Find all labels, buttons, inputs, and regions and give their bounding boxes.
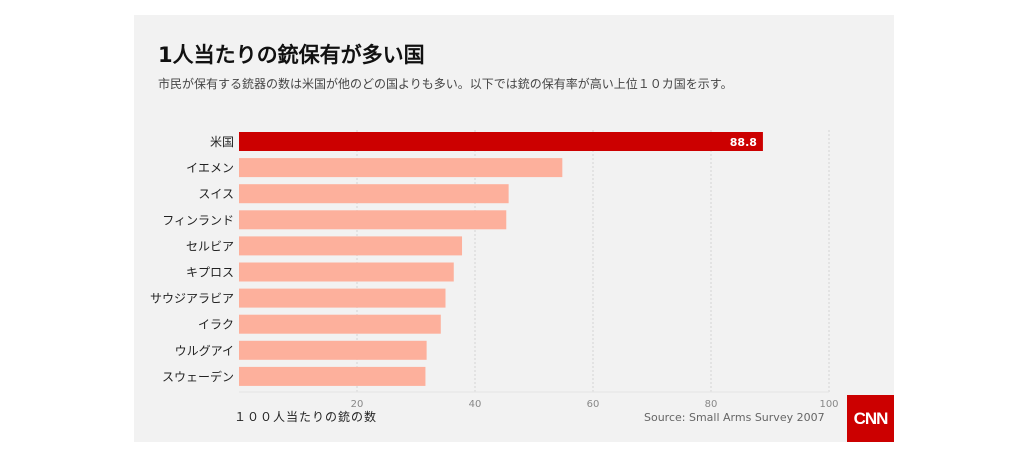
data-label: 88.8 — [730, 136, 757, 149]
x-tick-label: 60 — [587, 399, 600, 410]
chart-title: 1人当たりの銃保有が多い国 — [158, 43, 425, 67]
category-label: スウェーデン — [162, 369, 234, 384]
category-label: キプロス — [186, 266, 234, 280]
bar — [239, 158, 563, 178]
bar — [239, 366, 426, 386]
category-label: イラク — [198, 318, 234, 332]
category-label: サウジアラビア — [150, 292, 234, 306]
source-note: Source: Small Arms Survey 2007 — [644, 411, 825, 424]
bar — [239, 184, 509, 204]
category-label: スイス — [198, 187, 234, 201]
category-label: イエメン — [186, 161, 234, 175]
x-tick-label: 40 — [469, 399, 482, 410]
bar — [239, 262, 454, 282]
chart-panel: 1人当たりの銃保有が多い国 市民が保有する銃器の数は米国が他のどの国よりも多い。… — [134, 15, 894, 442]
x-axis-label: １００人当たりの銃の数 — [234, 410, 378, 424]
bar — [239, 340, 427, 360]
bar — [239, 132, 763, 151]
category-label: ウルグアイ — [175, 344, 234, 358]
bar — [239, 288, 446, 308]
bar-chart: 20 40 60 80 100 米国イエメンスイスフィンランドセルビアキプロスサウジアラビ… — [150, 130, 839, 410]
x-tick-label: 100 — [819, 399, 838, 410]
bar — [239, 314, 441, 334]
bar — [239, 210, 507, 230]
bar — [239, 236, 463, 256]
category-label: 米国 — [210, 135, 234, 149]
cnn-logo: CNN — [847, 395, 894, 442]
category-label: セルビア — [186, 239, 234, 253]
chart-subtitle: 市民が保有する銃器の数は米国が他のどの国よりも多い。以下では銃の保有率が高い上位… — [158, 77, 733, 91]
x-tick-label: 80 — [705, 399, 718, 410]
category-label: フィンランド — [162, 213, 234, 227]
x-tick-label: 20 — [351, 399, 364, 410]
